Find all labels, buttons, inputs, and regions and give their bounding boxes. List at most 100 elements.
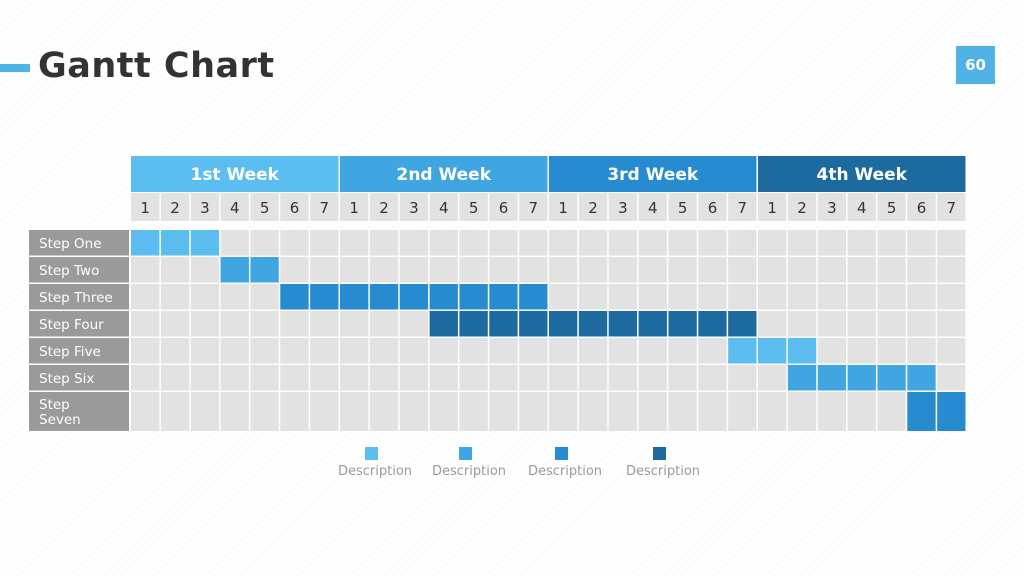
task-bar-cell — [459, 284, 488, 310]
day-header-label: 2 — [588, 199, 598, 217]
day-header-cell — [638, 193, 667, 221]
day-header-cell — [758, 193, 787, 221]
grid-cell — [489, 230, 518, 256]
grid-cell — [549, 284, 578, 310]
grid-cell — [668, 392, 697, 431]
day-header-label: 1 — [349, 199, 359, 217]
grid-cell — [250, 338, 279, 364]
grid-cell — [220, 365, 249, 391]
task-bar-cell — [369, 284, 399, 310]
legend-item: Description — [520, 445, 610, 485]
legend-label: Description — [625, 464, 701, 479]
day-header-label: 2 — [797, 199, 807, 217]
grid-cell — [578, 392, 608, 431]
grid-cell — [817, 257, 847, 283]
grid-cell — [429, 230, 458, 256]
day-header-label: 5 — [469, 199, 479, 217]
grid-cell — [190, 392, 220, 431]
legend: Description Description Description Descrip… — [330, 445, 710, 485]
legend-label: Description — [431, 464, 507, 479]
grid-cell — [549, 257, 578, 283]
grid-cell — [489, 392, 518, 431]
grid-cell — [698, 257, 727, 283]
grid-cell — [369, 311, 399, 337]
grid-cell — [131, 392, 160, 431]
day-header-label: 3 — [200, 199, 210, 217]
grid-cell — [160, 338, 190, 364]
grid-cell — [340, 311, 369, 337]
grid-cell — [668, 230, 697, 256]
grid-cell — [638, 257, 667, 283]
grid-cell — [310, 230, 339, 256]
day-header-cell — [728, 193, 757, 221]
task-bar-cell — [429, 284, 458, 310]
week-header-label: 3rd Week — [607, 165, 699, 185]
grid-cell — [131, 338, 160, 364]
day-header-label: 4 — [857, 199, 867, 217]
grid-cell — [459, 257, 488, 283]
grid-cell — [369, 257, 399, 283]
task-bar-cell — [131, 230, 160, 256]
week-header-label: 1st Week — [190, 165, 279, 185]
grid-cell — [847, 311, 876, 337]
grid-cell — [429, 338, 458, 364]
grid-cell — [250, 392, 279, 431]
day-header-cell — [937, 193, 966, 221]
day-header-cell — [489, 193, 518, 221]
grid-cell — [459, 338, 488, 364]
grid-cell — [937, 230, 966, 256]
grid-cell — [877, 338, 906, 364]
grid-cell — [549, 230, 578, 256]
task-bar-cell — [937, 392, 966, 431]
grid-cell — [698, 365, 727, 391]
task-bar-cell — [280, 284, 309, 310]
grid-cell — [668, 338, 697, 364]
legend-label: Description — [527, 464, 603, 479]
day-header-label: 3 — [618, 199, 628, 217]
day-header-label: 3 — [827, 199, 837, 217]
grid-cell — [668, 257, 697, 283]
grid-cell — [399, 365, 429, 391]
day-header-label: 1 — [558, 199, 568, 217]
task-label-cell — [29, 230, 129, 256]
day-header-cell — [817, 193, 847, 221]
grid-cell — [369, 392, 399, 431]
day-header-cell — [907, 193, 936, 221]
grid-cell — [608, 257, 638, 283]
day-header-cell — [340, 193, 369, 221]
grid-cell — [160, 257, 190, 283]
task-label: Step Seven — [39, 397, 81, 428]
grid-cell — [698, 230, 727, 256]
grid-cell — [250, 284, 279, 310]
grid-cell — [787, 230, 817, 256]
grid-cell — [250, 311, 279, 337]
grid-cell — [937, 338, 966, 364]
day-header-label: 2 — [379, 199, 389, 217]
grid-cell — [608, 365, 638, 391]
grid-cell — [638, 338, 667, 364]
task-label: Step Six — [39, 371, 94, 387]
grid-cell — [459, 230, 488, 256]
grid-cell — [131, 257, 160, 283]
grid-cell — [190, 284, 220, 310]
grid-cell — [220, 392, 249, 431]
task-bar-cell — [728, 338, 757, 364]
task-bar-cell — [877, 365, 906, 391]
grid-cell — [728, 365, 757, 391]
day-header-cell — [877, 193, 906, 221]
task-bar-cell — [549, 311, 578, 337]
grid-cell — [489, 338, 518, 364]
grid-cell — [578, 365, 608, 391]
task-label-cell — [29, 311, 129, 337]
legend-swatch — [365, 447, 378, 460]
grid-cell — [638, 284, 667, 310]
grid-cell — [578, 230, 608, 256]
day-header-cell — [459, 193, 488, 221]
week-header-4 — [758, 156, 966, 192]
grid-cell — [369, 338, 399, 364]
grid-cell — [758, 257, 787, 283]
grid-cell — [220, 284, 249, 310]
grid-cell — [280, 311, 309, 337]
task-bar-cell — [578, 311, 608, 337]
day-header-label: 4 — [439, 199, 449, 217]
